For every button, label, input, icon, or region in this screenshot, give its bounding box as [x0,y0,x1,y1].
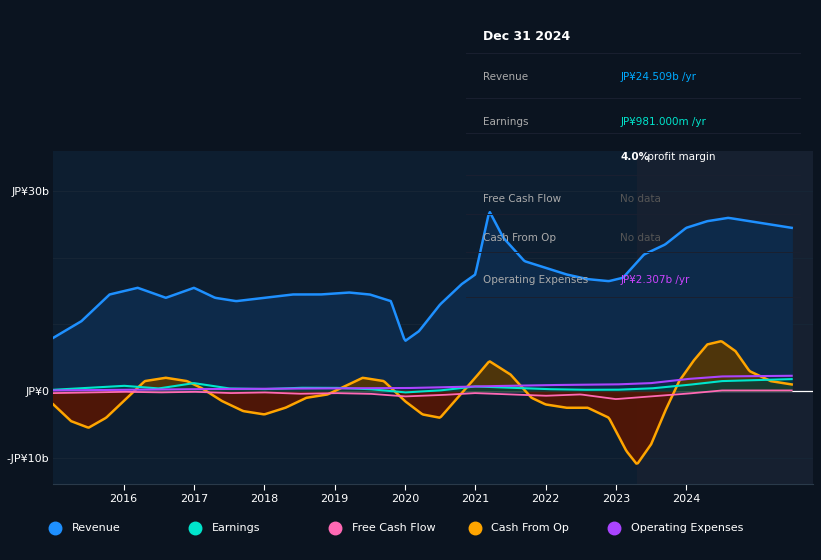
Text: Free Cash Flow: Free Cash Flow [483,194,562,204]
Text: Free Cash Flow: Free Cash Flow [351,523,435,533]
Text: Revenue: Revenue [72,523,121,533]
Text: JP¥981.000m /yr: JP¥981.000m /yr [621,117,706,127]
Text: profit margin: profit margin [644,152,715,162]
Text: No data: No data [621,233,661,243]
Bar [637,151,813,484]
Text: No data: No data [621,194,661,204]
Text: JP¥2.307b /yr: JP¥2.307b /yr [621,275,690,285]
Text: Earnings: Earnings [483,117,529,127]
Text: Operating Expenses: Operating Expenses [483,275,589,285]
Text: Dec 31 2024: Dec 31 2024 [483,30,571,43]
Text: Cash From Op: Cash From Op [483,233,556,243]
Text: Cash From Op: Cash From Op [491,523,569,533]
Text: JP¥24.509b /yr: JP¥24.509b /yr [621,72,696,82]
Text: Earnings: Earnings [212,523,260,533]
Text: Operating Expenses: Operating Expenses [631,523,744,533]
Text: Revenue: Revenue [483,72,528,82]
Text: 4.0%: 4.0% [621,152,649,162]
